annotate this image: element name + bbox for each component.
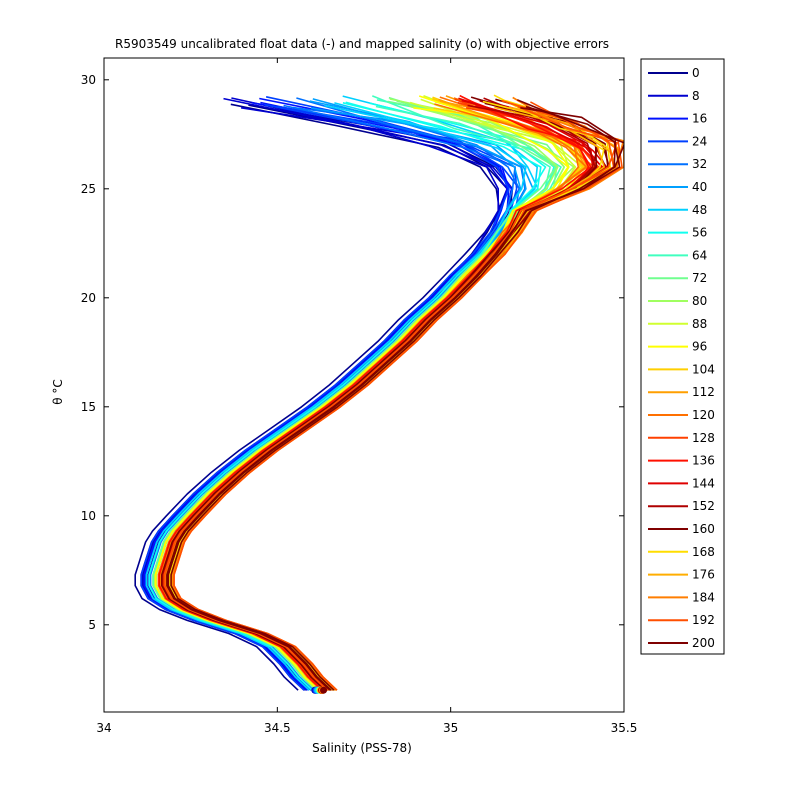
x-tick-label: 34 — [96, 721, 111, 735]
legend-label-152: 152 — [692, 499, 715, 513]
legend-label-80: 80 — [692, 294, 707, 308]
y-axis-label: θ °C — [51, 379, 65, 405]
legend-label-144: 144 — [692, 476, 715, 490]
legend-label-160: 160 — [692, 522, 715, 536]
legend-label-120: 120 — [692, 408, 715, 422]
x-tick-label: 35.5 — [611, 721, 638, 735]
x-axis-label: Salinity (PSS-78) — [312, 741, 412, 755]
y-tick-label: 15 — [81, 400, 96, 414]
legend-label-192: 192 — [692, 613, 715, 627]
y-tick-label: 20 — [81, 291, 96, 305]
legend-label-176: 176 — [692, 568, 715, 582]
legend-label-64: 64 — [692, 248, 707, 262]
series-line-136 — [158, 94, 592, 691]
mapped-salinity-point-200 — [320, 686, 328, 694]
y-tick-label: 5 — [88, 618, 96, 632]
legend-label-8: 8 — [692, 89, 700, 103]
series-line-24 — [140, 96, 510, 691]
legend-label-168: 168 — [692, 545, 715, 559]
legend-label-56: 56 — [692, 226, 707, 240]
plot-frame — [103, 57, 625, 713]
legend-label-112: 112 — [692, 385, 715, 399]
series-line-192 — [173, 101, 623, 691]
legend-label-88: 88 — [692, 317, 707, 331]
legend-label-96: 96 — [692, 340, 707, 354]
y-tick-label: 30 — [81, 73, 96, 87]
series-line-200 — [170, 99, 624, 691]
legend-label-128: 128 — [692, 431, 715, 445]
y-axis: 5 10 15 20 25 30 — [81, 73, 624, 632]
legend-label-200: 200 — [692, 636, 715, 650]
legend-label-184: 184 — [692, 590, 715, 604]
series-line-160 — [161, 96, 598, 691]
y-tick-label: 10 — [81, 509, 96, 523]
profile-curves — [134, 94, 624, 691]
mapped-salinity-markers — [311, 686, 328, 694]
legend-label-16: 16 — [692, 112, 707, 126]
x-tick-label: 34.5 — [264, 721, 291, 735]
series-line-48 — [145, 104, 527, 691]
legend-box — [640, 58, 725, 655]
legend-label-104: 104 — [692, 362, 715, 376]
legend-label-136: 136 — [692, 454, 715, 468]
legend-label-24: 24 — [692, 134, 707, 148]
legend-label-72: 72 — [692, 271, 707, 285]
series-line-200 — [167, 105, 621, 691]
x-axis: 34 34.5 35 35.5 — [96, 58, 637, 735]
legend-label-48: 48 — [692, 203, 707, 217]
legend-label-40: 40 — [692, 180, 707, 194]
series-line-96 — [154, 95, 569, 691]
legend: 0 8 16 24 32 40 48 56 64 72 80 88 96 104 112 120 128 136 1… — [640, 58, 725, 655]
legend-label-32: 32 — [692, 157, 707, 171]
chart-title: R5903549 uncalibrated float data (-) and… — [115, 37, 609, 51]
legend-label-0: 0 — [692, 66, 700, 80]
x-tick-label: 35 — [443, 721, 458, 735]
y-tick-label: 25 — [81, 182, 96, 196]
